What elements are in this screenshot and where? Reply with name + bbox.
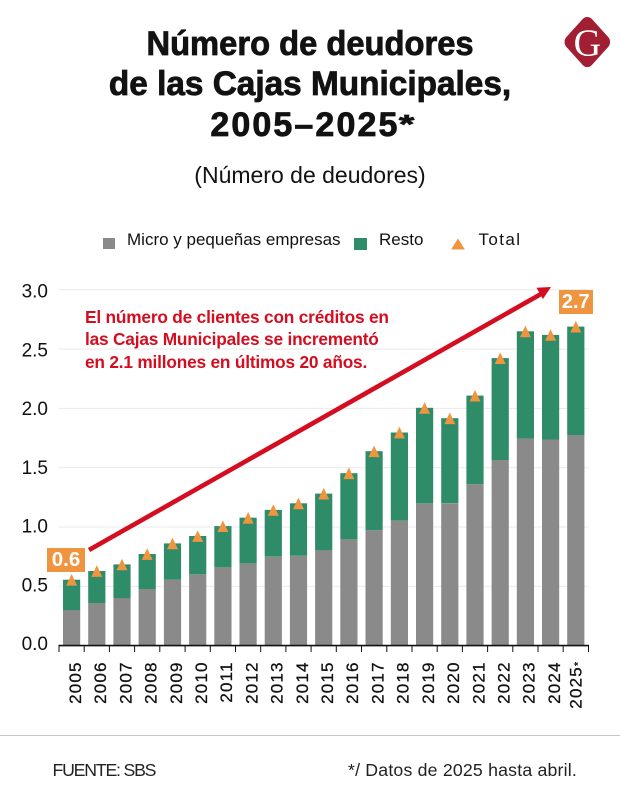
svg-text:2.0: 2.0 — [22, 399, 48, 420]
svg-text:2010: 2010 — [192, 661, 211, 704]
svg-text:2013: 2013 — [268, 661, 287, 704]
svg-text:2008: 2008 — [142, 661, 161, 704]
svg-text:2018: 2018 — [394, 661, 413, 704]
svg-text:1.0: 1.0 — [22, 517, 48, 538]
svg-text:2011: 2011 — [217, 661, 236, 702]
svg-text:2009: 2009 — [167, 661, 186, 704]
svg-text:2019: 2019 — [419, 661, 438, 704]
svg-text:2015: 2015 — [318, 661, 337, 704]
svg-text:3.0: 3.0 — [22, 282, 48, 303]
svg-text:2006: 2006 — [91, 661, 110, 704]
svg-text:2.5: 2.5 — [22, 341, 48, 362]
svg-text:2025*: 2025* — [567, 661, 586, 709]
svg-text:G: G — [574, 22, 601, 64]
svg-text:2022: 2022 — [495, 661, 514, 704]
svg-text:0.5: 0.5 — [22, 576, 48, 597]
svg-text:1.5: 1.5 — [22, 458, 48, 479]
svg-text:2005: 2005 — [66, 661, 85, 704]
svg-text:2024: 2024 — [545, 661, 564, 704]
svg-text:2017: 2017 — [368, 661, 387, 704]
svg-text:2020: 2020 — [444, 661, 463, 704]
svg-text:2014: 2014 — [293, 661, 312, 704]
svg-text:0.0: 0.0 — [22, 634, 48, 655]
svg-text:2007: 2007 — [116, 661, 135, 704]
svg-text:2021: 2021 — [469, 661, 488, 704]
svg-text:2016: 2016 — [343, 661, 362, 704]
svg-text:2012: 2012 — [242, 661, 261, 704]
svg-text:2023: 2023 — [520, 661, 539, 704]
